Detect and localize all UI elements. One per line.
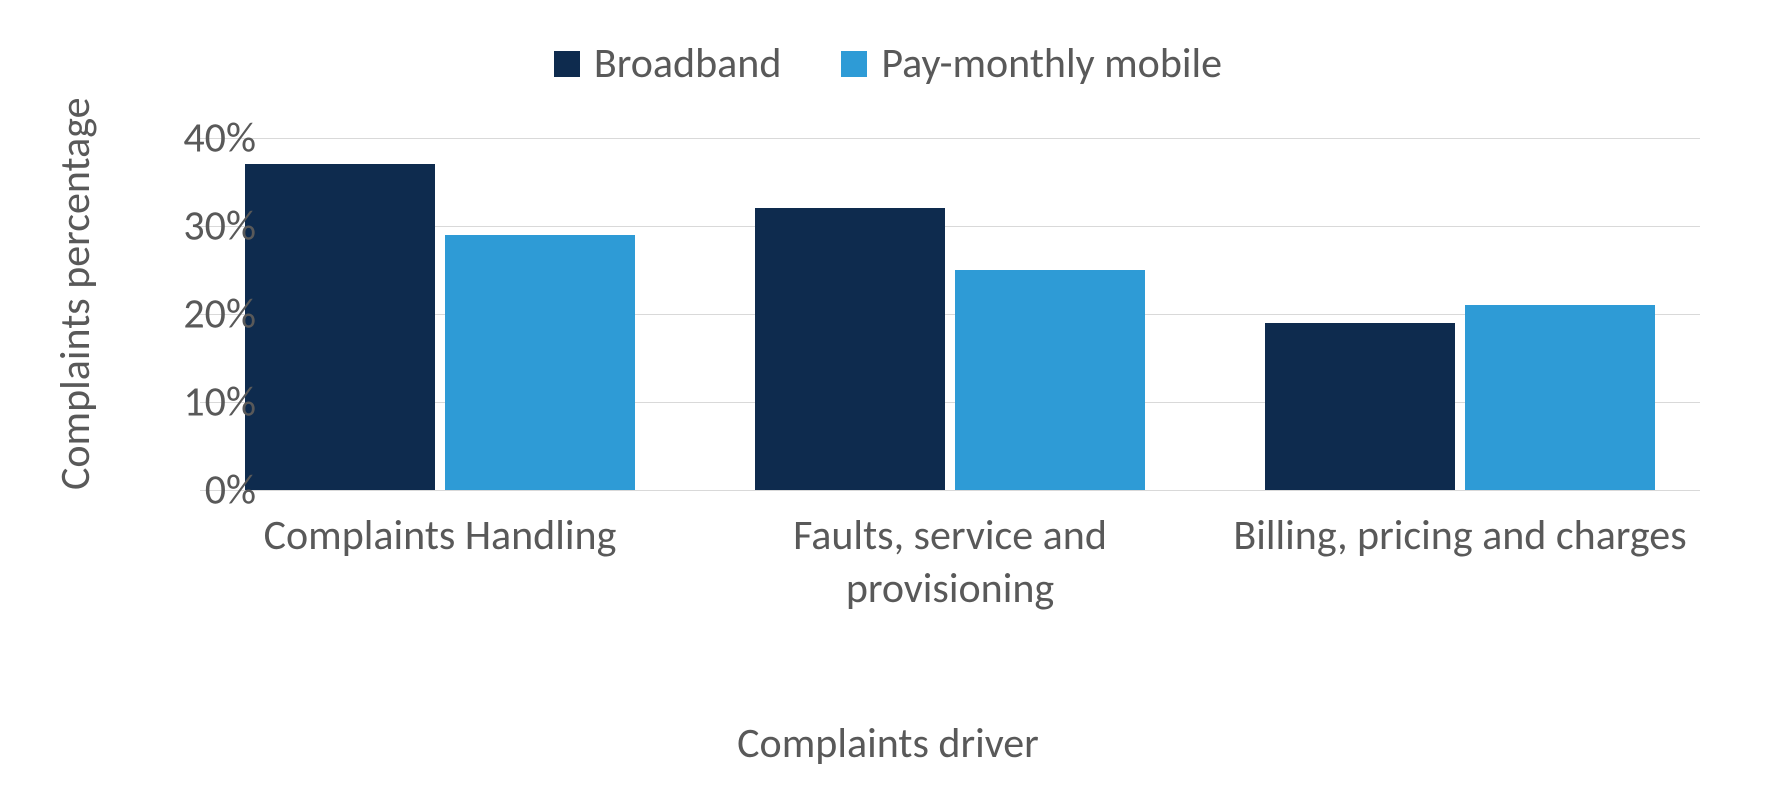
bar-pay-monthly-mobile [955, 270, 1145, 490]
legend-label: Pay-monthly mobile [881, 38, 1222, 89]
bar-pay-monthly-mobile [1465, 305, 1655, 490]
legend-swatch-icon [841, 51, 867, 77]
x-tick-label: Billing, pricing and charges [1220, 510, 1700, 563]
complaints-bar-chart: Broadband Pay-monthly mobile Complaints p… [0, 0, 1776, 789]
y-tick-label: 10% [136, 376, 256, 427]
legend-label: Broadband [594, 38, 781, 89]
gridline [200, 490, 1700, 491]
y-tick-label: 30% [136, 200, 256, 251]
y-tick-label: 40% [136, 112, 256, 163]
x-tick-label: Complaints Handling [200, 510, 680, 563]
legend-item-1: Pay-monthly mobile [841, 38, 1222, 89]
bar-broadband [245, 164, 435, 490]
legend: Broadband Pay-monthly mobile [0, 38, 1776, 89]
y-tick-label: 0% [136, 465, 256, 516]
bar-broadband [1265, 323, 1455, 490]
y-axis-label: Complaints percentage [50, 97, 101, 490]
bar-pay-monthly-mobile [445, 235, 635, 490]
x-tick-label: Faults, service and provisioning [710, 510, 1190, 615]
legend-item-0: Broadband [554, 38, 781, 89]
y-tick-label: 20% [136, 288, 256, 339]
bar-broadband [755, 208, 945, 490]
x-axis-label: Complaints driver [0, 718, 1776, 769]
plot-area [200, 120, 1700, 490]
gridline [200, 138, 1700, 139]
legend-swatch-icon [554, 51, 580, 77]
